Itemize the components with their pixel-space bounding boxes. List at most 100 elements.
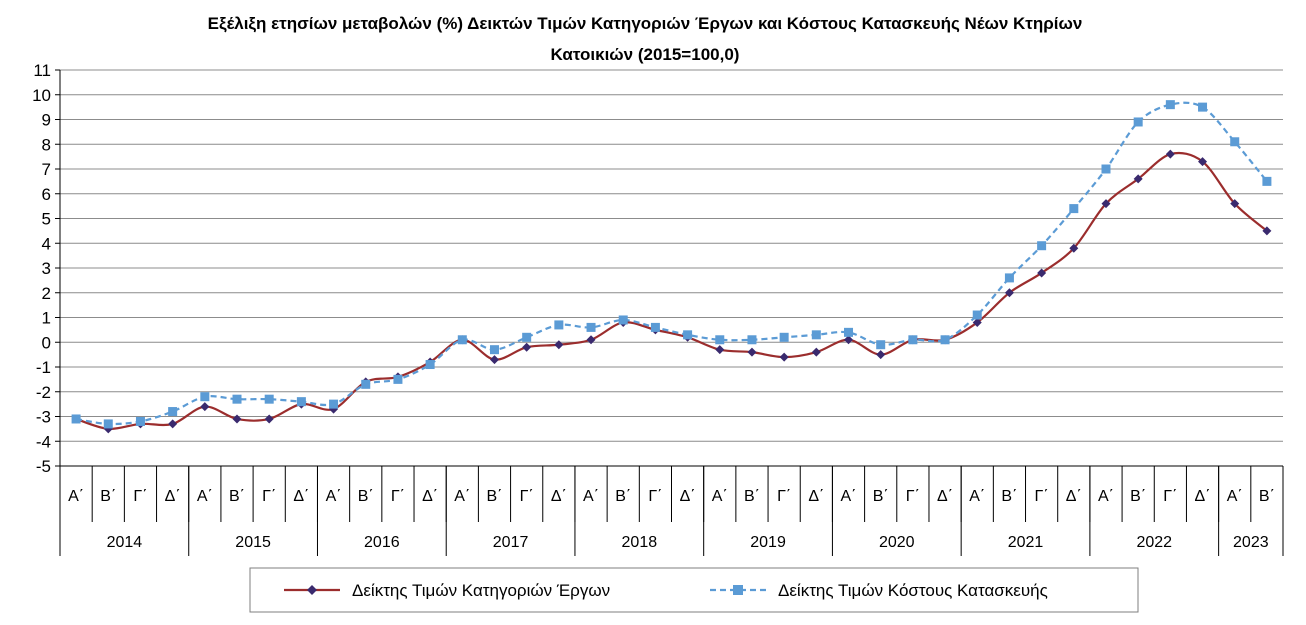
legend: Δείκτης Τιμών Κατηγοριών Έργων Δείκτης Τ… xyxy=(249,567,1139,613)
series-2-point xyxy=(425,360,435,370)
x-tick-label-quarter: Α΄ xyxy=(326,488,342,505)
series-1-point xyxy=(232,414,242,424)
x-tick-label-quarter: Γ΄ xyxy=(520,488,534,505)
series-2-point xyxy=(232,394,242,404)
x-tick-label-quarter: Β΄ xyxy=(1130,488,1146,505)
series-1-point xyxy=(1165,149,1175,159)
series-2-point xyxy=(361,379,371,389)
series-2-point xyxy=(618,315,628,325)
series-1-point xyxy=(1198,157,1208,167)
x-tick-label-year: 2015 xyxy=(235,534,271,551)
x-tick-label-quarter: Β΄ xyxy=(1001,488,1017,505)
series-2-point xyxy=(747,335,757,345)
y-tick-label: 2 xyxy=(42,284,51,303)
series-1-point xyxy=(1101,199,1111,209)
x-tick-label-quarter: Α΄ xyxy=(197,488,213,505)
series-1-point xyxy=(168,419,178,429)
x-tick-label-quarter: Α΄ xyxy=(68,488,84,505)
x-tick-label-year: 2020 xyxy=(879,534,915,551)
series-2-point xyxy=(296,397,306,407)
x-tick-label-quarter: Δ΄ xyxy=(422,488,438,505)
x-tick-label-year: 2014 xyxy=(107,534,143,551)
x-tick-label-quarter: Δ΄ xyxy=(1066,488,1082,505)
series-2-point xyxy=(264,394,274,404)
series-2-point xyxy=(554,320,564,330)
series-1-point xyxy=(715,345,725,355)
x-tick-label-quarter: Β΄ xyxy=(486,488,502,505)
x-tick-label-year: 2019 xyxy=(750,534,786,551)
x-tick-label-quarter: Β΄ xyxy=(615,488,631,505)
y-tick-label: -3 xyxy=(36,408,51,427)
y-tick-label: 0 xyxy=(42,333,51,352)
gridlines xyxy=(60,69,1283,467)
x-tick-label-quarter: Γ΄ xyxy=(1035,488,1049,505)
series-1-point xyxy=(844,335,854,345)
y-tick-label: 8 xyxy=(42,135,51,154)
x-tick-label-quarter: Α΄ xyxy=(583,488,599,505)
y-tick-label: 11 xyxy=(33,61,51,80)
legend-marker-series-2 xyxy=(733,585,743,595)
x-axis: Α΄ Β΄ Γ΄ Δ΄ Α΄ Β΄ Γ΄ Δ΄ Α΄ Β΄ Γ΄ Δ΄ Α΄ Β΄ Γ΄ Δ΄ Α΄ Β΄ Γ΄ Δ΄… xyxy=(59,465,1284,556)
y-tick-label: 9 xyxy=(42,111,51,130)
series-1-point xyxy=(972,317,982,327)
series-2-point xyxy=(457,335,467,345)
series-1-point xyxy=(811,347,821,357)
x-tick-label-year: 2016 xyxy=(364,534,400,551)
series-2-point xyxy=(908,335,918,345)
series-1-point xyxy=(1133,174,1143,184)
chart-title-line1: Εξέλιξη ετησίων μεταβολών (%) Δεικτών Τι… xyxy=(208,14,1083,33)
x-tick-label-quarter: Α΄ xyxy=(712,488,728,505)
y-tick-label: -4 xyxy=(36,432,51,451)
series-2-point xyxy=(811,330,821,340)
series-1-point xyxy=(522,342,532,352)
x-tick-label-year: 2017 xyxy=(493,534,529,551)
x-tick-label-quarter: Γ΄ xyxy=(777,488,791,505)
series-1-point xyxy=(1230,199,1240,209)
x-tick-label-quarter: Δ΄ xyxy=(937,488,953,505)
series-2-point xyxy=(1133,117,1143,127)
series-1-point xyxy=(779,352,789,362)
y-tick-label: 3 xyxy=(42,259,51,278)
series-2-point xyxy=(200,392,210,402)
chart-title-line2: Κατοικιών (2015=100,0) xyxy=(551,45,740,64)
x-tick-label-year: 2023 xyxy=(1233,534,1269,551)
legend-box xyxy=(249,567,1139,613)
series-2-point xyxy=(715,335,725,345)
series-2-point xyxy=(1037,241,1047,251)
x-tick-label-quarter: Α΄ xyxy=(454,488,470,505)
series-2-point xyxy=(522,332,532,342)
series-2-point xyxy=(1230,137,1240,147)
x-tick-label-quarter: Γ΄ xyxy=(262,488,276,505)
series-group xyxy=(71,100,1272,434)
series-1-point xyxy=(554,340,564,350)
y-tick-label: -2 xyxy=(36,383,51,402)
x-tick-label-quarter: Γ΄ xyxy=(133,488,147,505)
legend-marker-series-1 xyxy=(307,585,317,595)
series-2-point xyxy=(1198,102,1208,112)
x-tick-label-quarter: Δ΄ xyxy=(680,488,696,505)
series-2-point xyxy=(844,327,854,337)
series-line-1 xyxy=(75,151,1268,431)
series-2-point xyxy=(876,340,886,350)
series-line-2 xyxy=(75,101,1268,426)
series-1-point xyxy=(264,414,274,424)
x-tick-label-quarter: Α΄ xyxy=(969,488,985,505)
y-tick-label: 10 xyxy=(32,86,51,105)
series-2-point xyxy=(683,330,693,340)
x-tick-label-quarter: Β΄ xyxy=(1259,488,1275,505)
x-tick-label-quarter: Δ΄ xyxy=(293,488,309,505)
x-tick-label-quarter: Γ΄ xyxy=(391,488,405,505)
series-2-point xyxy=(1101,164,1111,174)
y-tick-label: 7 xyxy=(42,160,51,179)
x-tick-label-quarter: Δ΄ xyxy=(808,488,824,505)
x-tick-label-year: 2018 xyxy=(622,534,658,551)
series-2-point xyxy=(972,310,982,320)
series-2-point xyxy=(393,374,403,384)
series-2-point xyxy=(650,322,660,332)
x-tick-label-quarter: Β΄ xyxy=(100,488,116,505)
x-tick-label-year: 2021 xyxy=(1008,534,1044,551)
series-2-point xyxy=(135,416,145,426)
series-2-point xyxy=(168,407,178,417)
series-2-point xyxy=(489,345,499,355)
y-tick-label: 4 xyxy=(42,234,51,253)
